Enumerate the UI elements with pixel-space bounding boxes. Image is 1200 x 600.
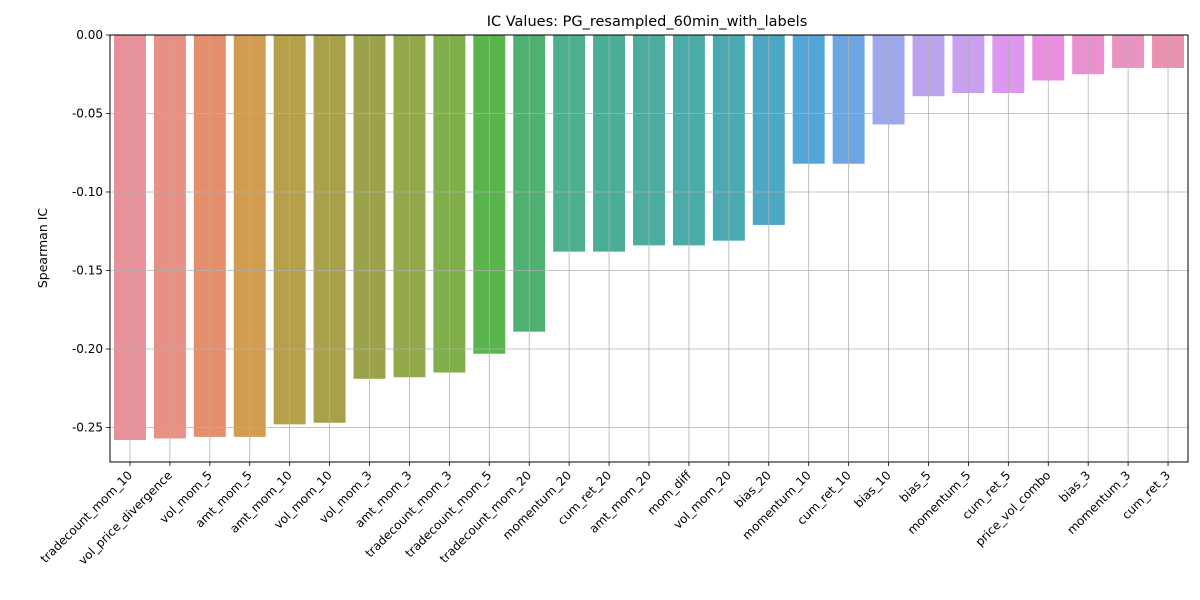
y-tick-label: -0.05 (72, 106, 103, 120)
y-tick-label: -0.25 (72, 420, 103, 434)
chart-title: IC Values: PG_resampled_60min_with_label… (487, 14, 808, 30)
axes-frame (109, 34, 1189, 463)
y-tick-label: -0.10 (72, 185, 103, 199)
y-tick-label: 0.00 (76, 28, 103, 42)
y-tick-label: -0.20 (72, 342, 103, 356)
y-axis-label: Spearman IC (35, 208, 50, 289)
y-tick-label: -0.15 (72, 263, 103, 277)
